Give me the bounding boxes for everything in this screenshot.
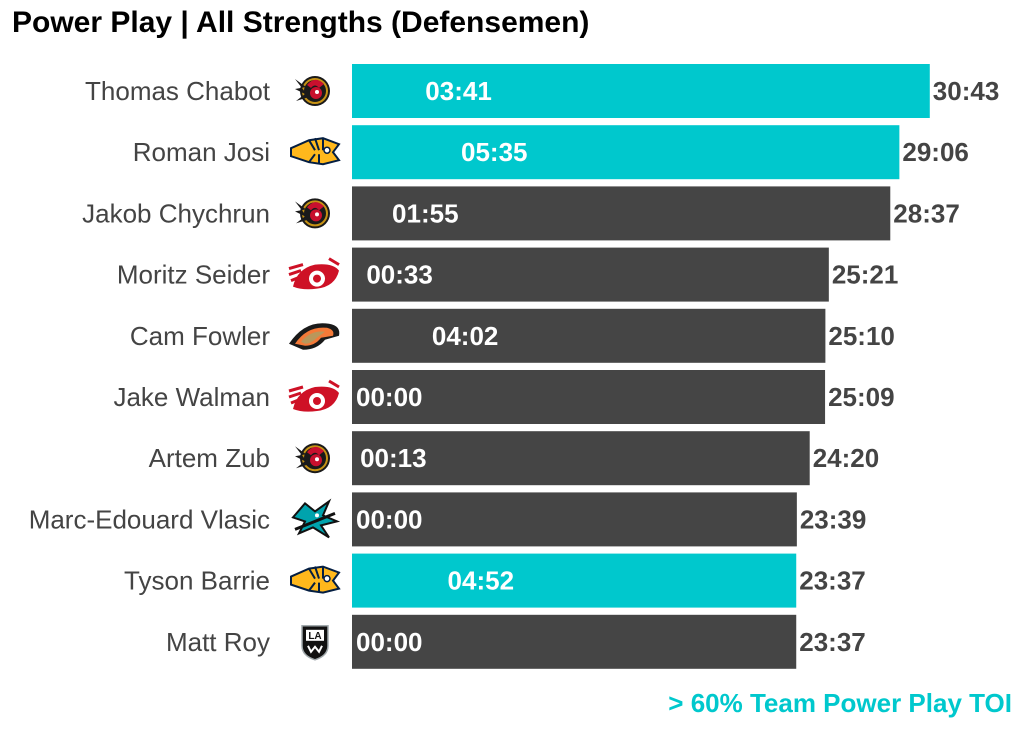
toi-bar [352, 370, 826, 424]
svg-text:LA: LA [308, 631, 321, 642]
bar-row: Jakob Chychrun 01:55 28:37 [82, 186, 960, 241]
bar-row: Jake Walman 00:00 25:09 [113, 370, 895, 424]
power-play-toi-label: 00:00 [356, 382, 423, 412]
player-name-label: Cam Fowler [130, 321, 270, 351]
ottawa-senators-logo-icon [295, 198, 330, 229]
power-play-toi-label: 00:13 [360, 443, 427, 473]
toi-bar [352, 64, 930, 118]
bar-row: Thomas Chabot 03:41 30:43 [85, 64, 999, 118]
total-toi-label: 28:37 [893, 198, 960, 228]
power-play-toi-label: 00:00 [356, 504, 423, 534]
player-name-label: Marc-Edouard Vlasic [29, 504, 270, 534]
power-play-toi-label: 04:02 [432, 321, 499, 351]
legend-note: > 60% Team Power Play TOI [668, 688, 1012, 718]
power-play-toi-label: 00:00 [356, 627, 423, 657]
total-toi-label: 25:21 [832, 260, 899, 290]
power-play-toi-label: 01:55 [392, 198, 459, 228]
anaheim-ducks-logo-icon [289, 323, 340, 350]
player-name-label: Jakob Chychrun [82, 198, 270, 228]
power-play-toi-label: 00:33 [366, 260, 433, 290]
player-name-label: Jake Walman [113, 382, 270, 412]
nashville-predators-logo-icon [290, 565, 341, 594]
bar-row: Cam Fowler 04:02 25:10 [130, 308, 895, 363]
total-toi-label: 23:39 [800, 504, 867, 534]
san-jose-sharks-logo-icon [291, 498, 341, 539]
detroit-red-wings-logo-icon [288, 379, 340, 412]
nashville-predators-logo-icon [290, 137, 341, 166]
bar-row: Moritz Seider 00:33 25:21 [117, 247, 899, 302]
player-name-label: Artem Zub [149, 443, 270, 473]
player-name-label: Matt Roy [166, 627, 270, 657]
chart-rows: Thomas Chabot 03:41 30:43 Roman Josi 05:35 29… [29, 64, 999, 669]
chart-title: Power Play | All Strengths (Defensemen) [12, 6, 590, 39]
toi-bar [352, 431, 810, 486]
toi-bar [352, 186, 891, 241]
total-toi-label: 30:43 [933, 76, 1000, 106]
total-toi-label: 25:10 [828, 321, 895, 351]
bar-row: Roman Josi 05:35 29:06 [133, 125, 969, 180]
total-toi-label: 29:06 [902, 137, 969, 167]
total-toi-label: 24:20 [813, 443, 880, 473]
bar-row: Marc-Edouard Vlasic 00:00 23:39 [29, 492, 867, 547]
toi-bar [352, 125, 900, 180]
ottawa-senators-logo-icon [295, 76, 330, 106]
toi-bar [352, 614, 797, 669]
total-toi-label: 23:37 [799, 627, 866, 657]
total-toi-label: 23:37 [799, 566, 866, 596]
bar-row: Matt Roy LA 00:00 23:37 [166, 614, 866, 669]
los-angeles-kings-logo-icon: LA [301, 625, 329, 661]
detroit-red-wings-logo-icon [288, 257, 340, 290]
player-name-label: Roman Josi [133, 137, 270, 167]
player-name-label: Moritz Seider [117, 260, 270, 290]
toi-bar [352, 553, 797, 608]
power-play-toi-label: 05:35 [461, 137, 527, 167]
toi-bar [352, 308, 826, 363]
player-name-label: Tyson Barrie [124, 566, 270, 596]
power-play-toi-label: 04:52 [448, 566, 515, 596]
power-play-toi-label: 03:41 [425, 76, 492, 106]
toi-bar [352, 492, 797, 547]
player-name-label: Thomas Chabot [85, 76, 271, 106]
bar-row: Tyson Barrie 04:52 23:37 [124, 553, 866, 608]
bar-row: Artem Zub 00:13 24:20 [149, 431, 880, 486]
total-toi-label: 25:09 [828, 382, 895, 412]
toi-bar [352, 247, 829, 302]
ottawa-senators-logo-icon [295, 443, 330, 474]
